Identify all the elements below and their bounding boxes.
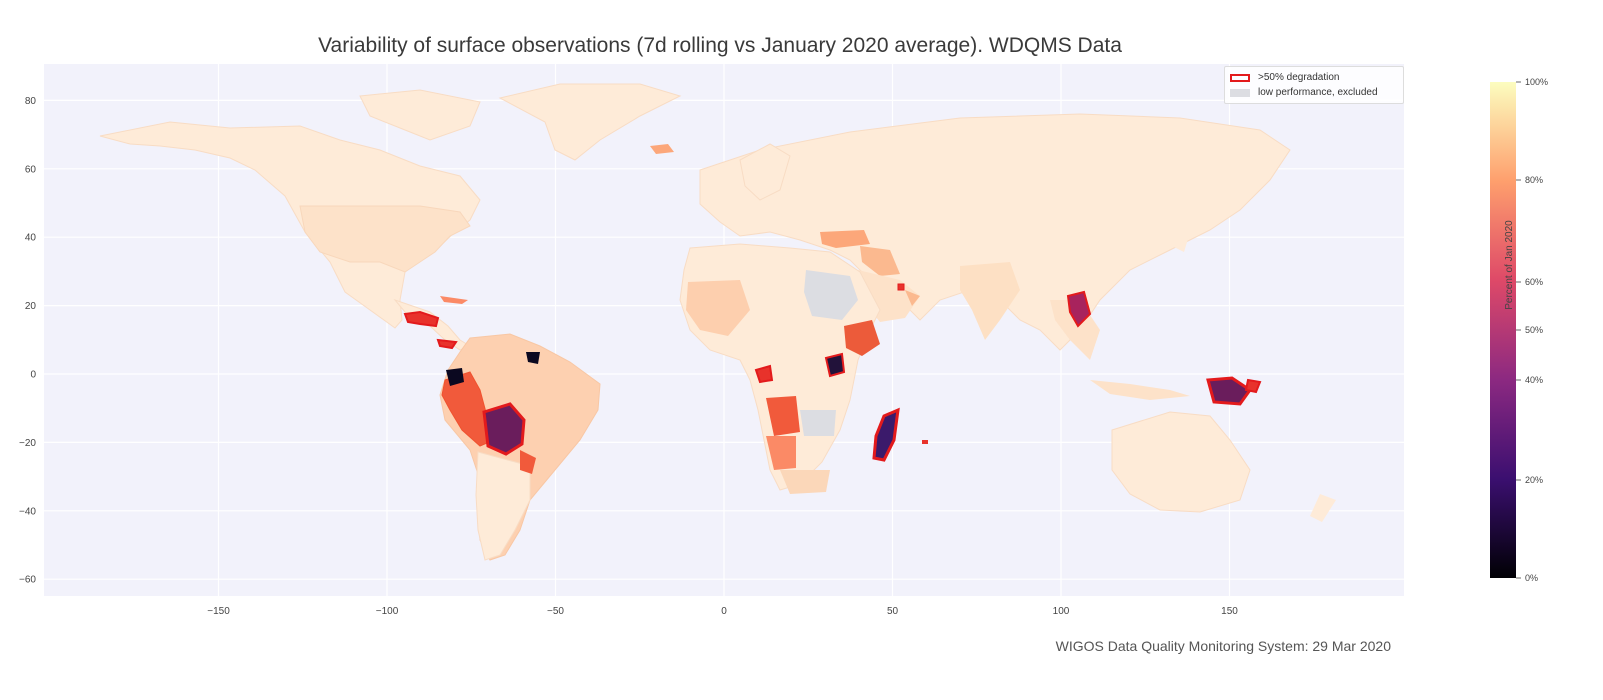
y-tick-label: 80 [25, 96, 37, 107]
colorbar-ticks [1516, 81, 1521, 579]
laos-degraded [1066, 290, 1092, 328]
gabon-degraded [754, 364, 774, 384]
y-tick-label: −40 [19, 506, 36, 517]
chart-title: Variability of surface observations (7d … [318, 34, 1122, 57]
ecuador-low [446, 368, 464, 386]
solomon-degraded [1244, 378, 1262, 394]
caribbean-islands [440, 296, 468, 304]
x-tick-label: −150 [207, 606, 230, 617]
colorbar-tick-label: 100% [1525, 77, 1549, 87]
east-africa-degraded [824, 352, 846, 378]
new-zealand-land [1310, 494, 1336, 522]
eurasia-land [699, 113, 1291, 351]
y-tick-label: 20 [25, 301, 37, 312]
colorbar-tick-label: 50% [1525, 325, 1544, 335]
caribbean-degraded [436, 338, 458, 350]
legend-swatch-outline [1230, 73, 1250, 82]
madagascar-degraded [872, 407, 900, 462]
oman-land [905, 290, 920, 306]
x-tick-label: 100 [1053, 606, 1070, 617]
png-degraded [1206, 376, 1253, 406]
greenland-land [498, 83, 682, 161]
angola-land [766, 396, 800, 436]
southern-cone-land [475, 451, 531, 561]
y-tick-label: 0 [30, 370, 36, 381]
sahara-low [804, 270, 858, 320]
central-africa-low [800, 410, 836, 436]
legend-label: >50% degradation [1258, 72, 1340, 83]
paraguay-land [520, 450, 536, 474]
mauritius-degraded [922, 440, 928, 444]
x-tick-label: 0 [721, 606, 727, 617]
west-africa-land [686, 280, 750, 336]
colorbar-tick-label: 60% [1525, 277, 1544, 287]
axis-ticks: −150 −100 −50 0 50 100 150 −60 −40 −20 0 20 40 60 80 [19, 96, 1238, 617]
colorbar-tick-label: 40% [1525, 375, 1544, 385]
y-tick-label: −20 [19, 438, 36, 449]
footer-caption: WIGOS Data Quality Monitoring System: 29… [1055, 638, 1391, 654]
japan-land [1172, 220, 1192, 252]
scandinavia-land [739, 143, 791, 201]
legend-item-degradation: >50% degradation [1230, 71, 1339, 84]
land-layer [99, 83, 1336, 561]
x-tick-label: −100 [376, 606, 399, 617]
gulf-degraded [897, 283, 905, 291]
legend-item-excluded: low performance, excluded [1230, 86, 1378, 99]
arctic-islands-land [359, 89, 481, 141]
bolivia-degraded [482, 402, 526, 456]
india-land [960, 262, 1020, 340]
indonesia-land [1090, 380, 1190, 400]
y-tick-label: 60 [25, 164, 37, 175]
y-tick-label: 40 [25, 233, 37, 244]
map-legend: >50% degradation low performance, exclud… [1224, 66, 1404, 104]
southern-africa-land [780, 470, 830, 494]
colorbar-tick-label: 0% [1525, 573, 1539, 583]
x-tick-label: 50 [887, 606, 899, 617]
legend-label: low performance, excluded [1258, 87, 1378, 98]
turkey-land [820, 230, 870, 248]
namibia-land [766, 436, 796, 470]
colorbar-tick-label: 20% [1525, 475, 1544, 485]
y-tick-label: −60 [19, 575, 36, 586]
iceland-land [650, 144, 674, 154]
ethiopia-land [844, 320, 880, 356]
australia-land [1111, 411, 1251, 513]
guiana-low [526, 352, 540, 364]
legend-swatch-fill [1230, 88, 1250, 97]
iran-land [860, 246, 900, 276]
x-tick-label: −50 [547, 606, 564, 617]
north-america-land [99, 121, 481, 329]
colorbar [1490, 82, 1516, 578]
colorbar-tick-label: 80% [1525, 175, 1544, 185]
x-tick-label: 150 [1221, 606, 1238, 617]
colorbar-label: Percent of Jan 2020 [1504, 220, 1515, 310]
usa-land [299, 205, 471, 273]
central-america-degraded [403, 310, 440, 328]
